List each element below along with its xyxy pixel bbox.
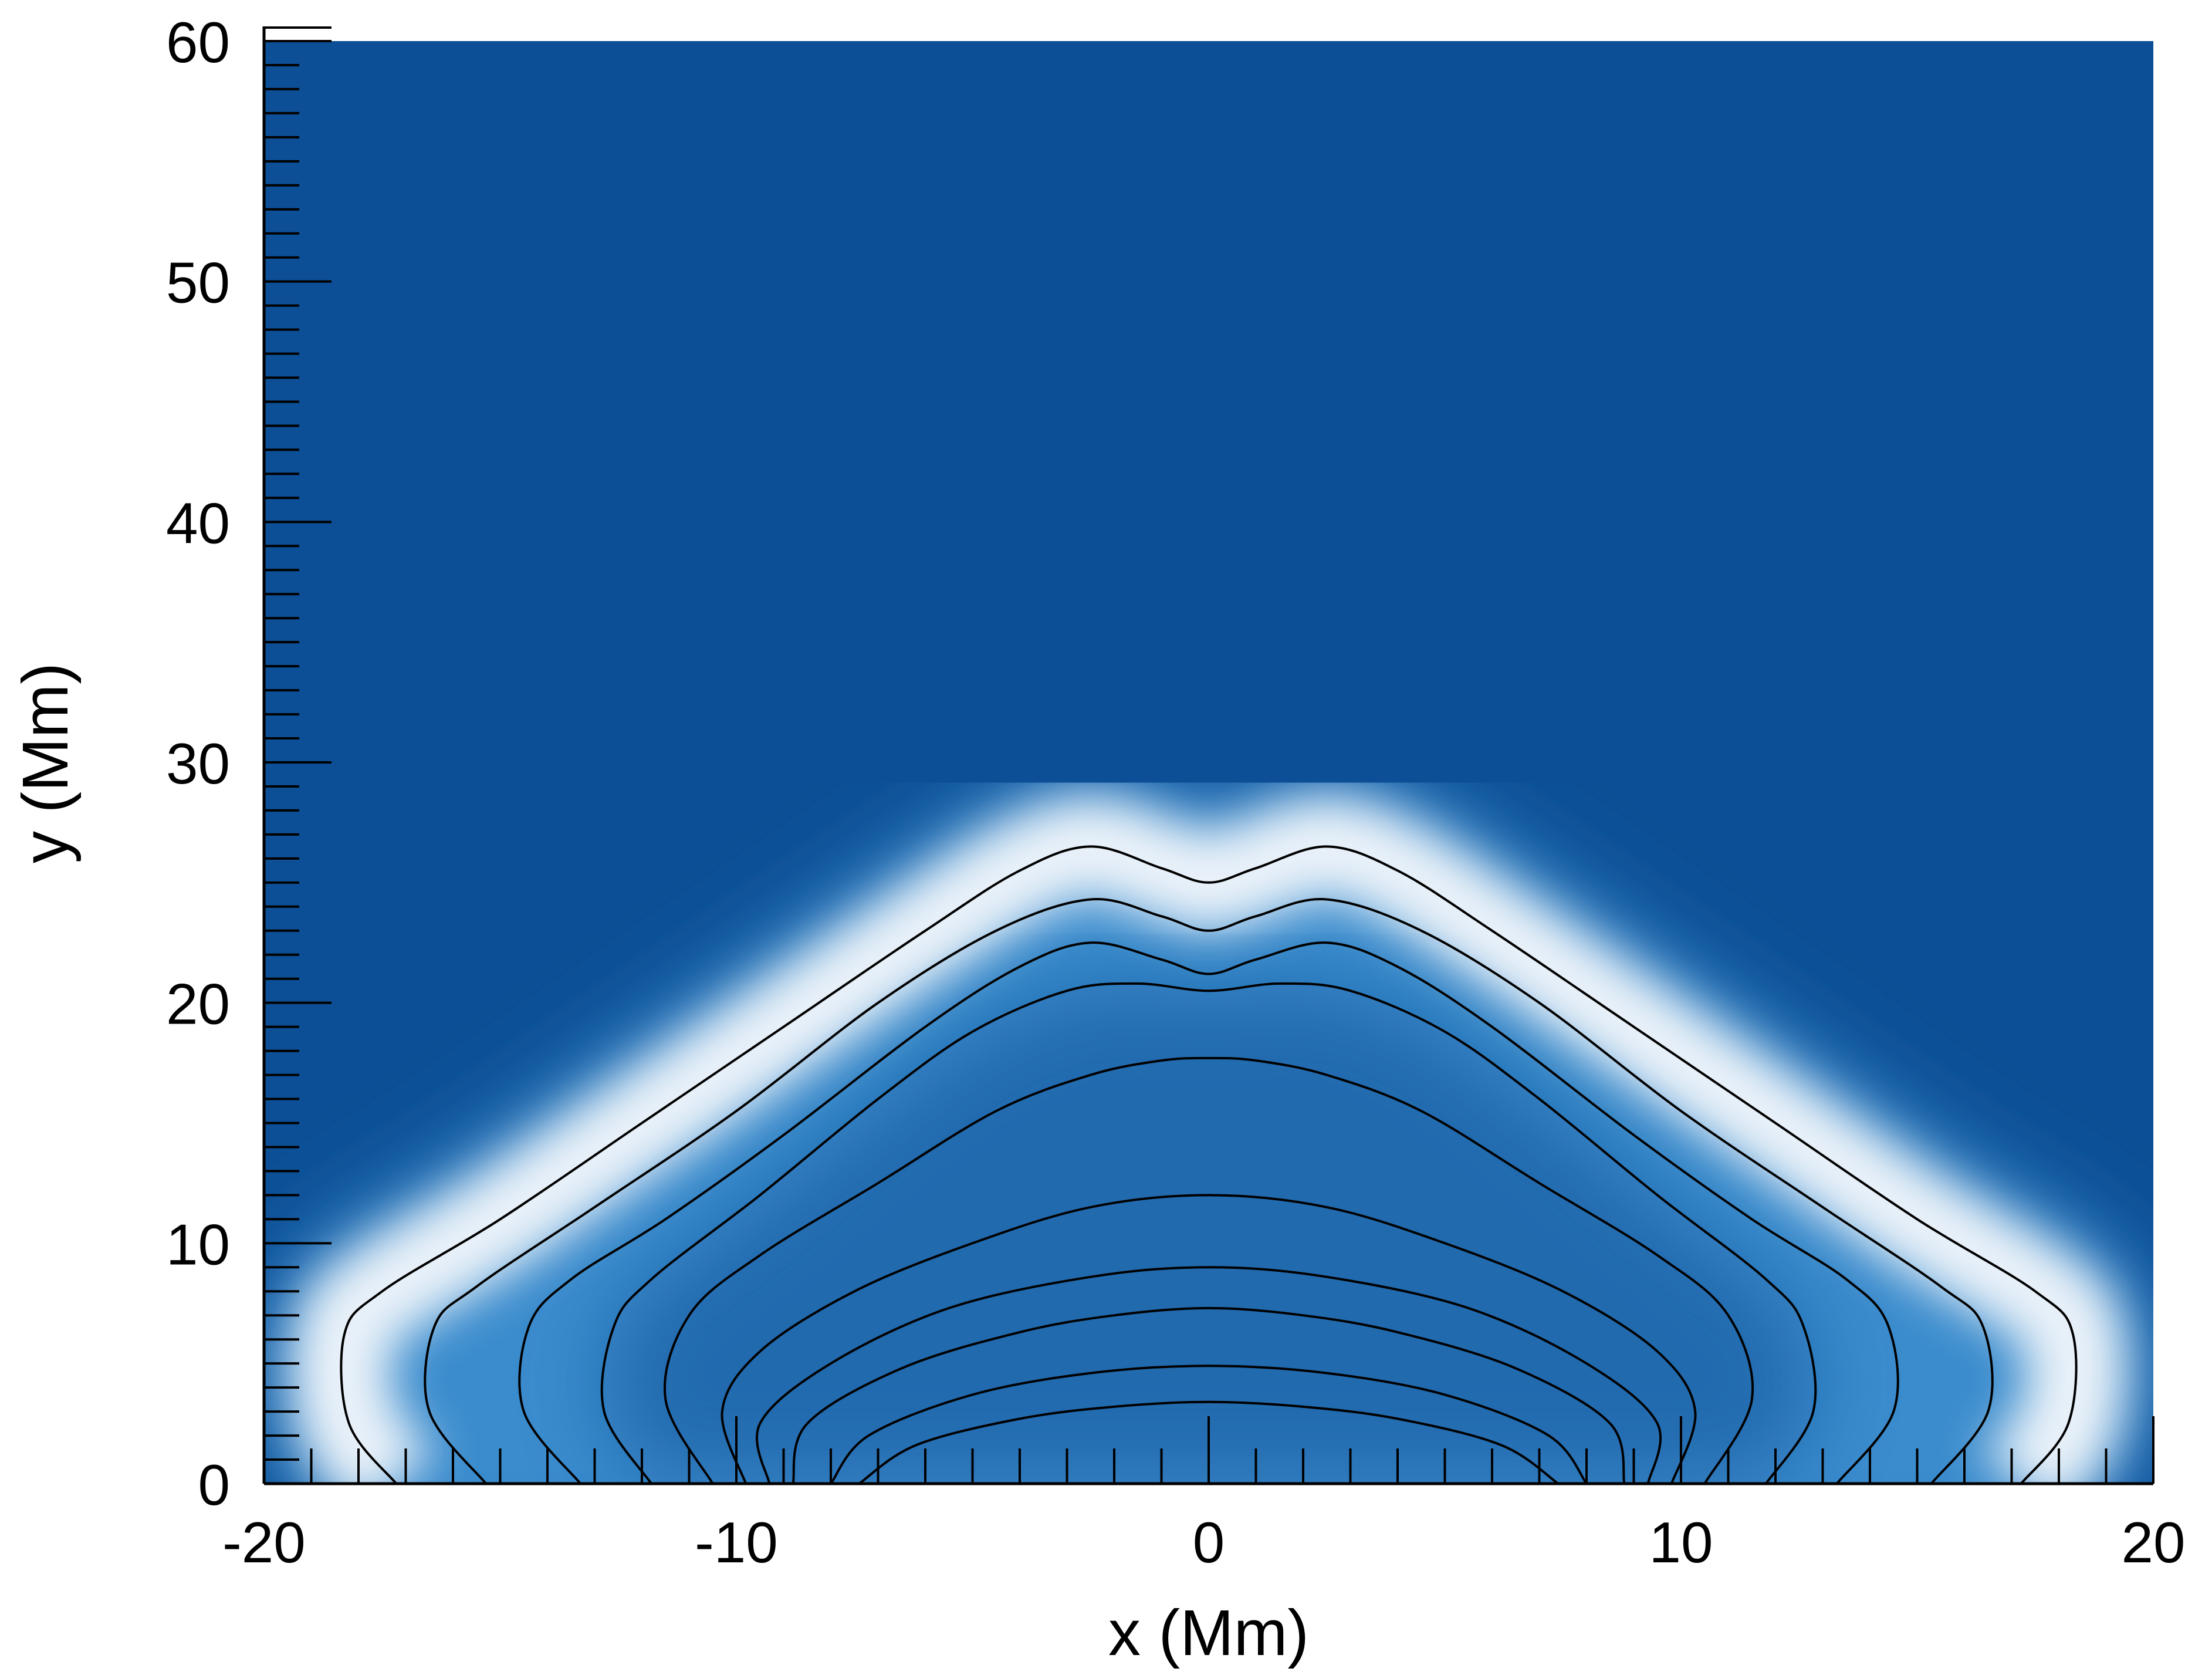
y-tick-label: 40 <box>166 491 230 555</box>
contour-line-9 <box>830 1365 1588 1485</box>
contour-line-6 <box>721 1194 1697 1484</box>
x-tick-label: -20 <box>222 1510 306 1575</box>
x-tick-label: 10 <box>1649 1510 1713 1575</box>
contour-line-2 <box>424 898 1994 1485</box>
y-tick-label: 50 <box>166 251 230 315</box>
y-tick-label: 20 <box>166 972 230 1036</box>
contour-line-7 <box>756 1266 1662 1484</box>
y-tick-labels: 0 10 20 30 40 50 60 <box>166 10 230 1517</box>
y-tick-label: 60 <box>166 10 230 75</box>
x-tick-label: 20 <box>2121 1510 2185 1575</box>
y-tick-label: 10 <box>166 1212 230 1276</box>
y-tick-label: 30 <box>166 731 230 796</box>
contour-line-8 <box>792 1306 1626 1484</box>
x-tick-label: -10 <box>695 1510 778 1575</box>
x-axis-title: x (Mm) <box>1108 1597 1309 1669</box>
minor-ticks <box>263 40 2154 1485</box>
contour-line-10 <box>858 1400 1559 1485</box>
y-tick-label: 0 <box>198 1453 230 1517</box>
contour-line-4 <box>600 982 1817 1485</box>
y-axis-title: y (Mm) <box>9 663 82 863</box>
x-tick-labels: -20 -10 0 10 20 <box>222 1510 2185 1575</box>
x-tick-label: 0 <box>1193 1510 1225 1575</box>
heatmap-inner-region <box>601 983 1816 1484</box>
contour-lines <box>340 845 2078 1485</box>
contour-line-1 <box>340 845 2078 1485</box>
contour-line-5 <box>664 1056 1754 1484</box>
contour-line-3 <box>518 941 1899 1485</box>
